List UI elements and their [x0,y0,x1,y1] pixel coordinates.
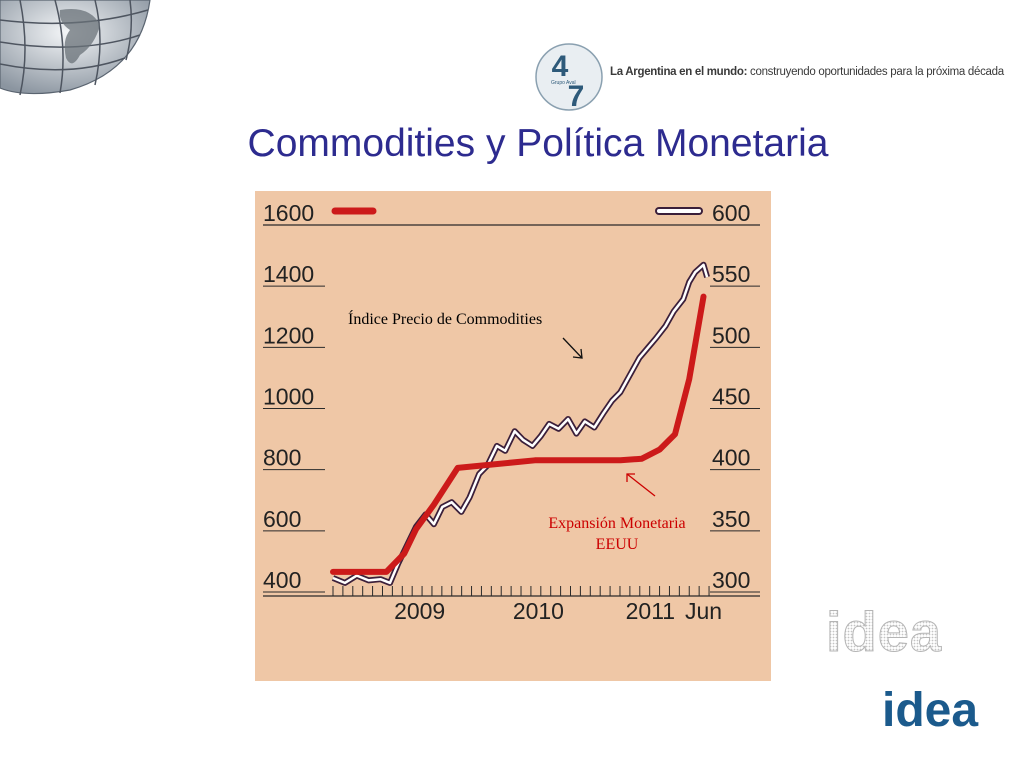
annotation-commodities: Índice Precio de Commodities [348,311,543,328]
logo-number-top: 4 [552,50,569,83]
header-tagline: La Argentina en el mundo: construyendo o… [610,66,1004,78]
x-tick-label: 2011 [626,598,675,624]
left-tick-label: 600 [263,506,301,532]
left-tick-label: 1600 [263,200,314,226]
arrow-commodities-head [572,348,583,359]
logo-caption: Grupo Aval [551,80,576,86]
right-tick-label: 550 [712,261,750,287]
right-tick-label: 300 [712,567,750,593]
arrow-commodities-shaft [562,337,583,359]
idea-outline-text: idea [826,603,942,655]
arrow-monetary-shaft [626,473,656,497]
tagline-rest: construyendo oportunidades para la próxi… [747,66,1004,78]
left-tick-label: 1400 [263,261,314,287]
x-tick-label: 2009 [394,598,445,624]
left-tick-label: 1200 [263,322,314,348]
left-tick-label: 1000 [263,384,314,410]
right-tick-label: 350 [712,506,750,532]
right-tick-label: 500 [712,322,750,348]
right-tick-label: 400 [712,445,750,471]
logo-47: 4 7 Grupo Aval [535,43,603,112]
series-monetary-line [330,293,707,575]
annotation-monetary: Expansión Monetaria EEUU [548,515,686,553]
logo-number-bottom: 7 [568,80,585,112]
left-tick-label: 800 [263,445,301,471]
globe-logo [0,0,151,96]
idea-solid-text: idea [882,686,978,732]
right-tick-label: 450 [712,384,750,410]
idea-logo-solid: idea [882,686,978,732]
right-tick-label: 600 [712,200,750,226]
left-tick-label: 400 [263,567,301,593]
x-tick-label: Jun [685,598,722,624]
chart-panel: 400 600 800 1000 1200 1400 1600 300 350 400 450 500… [255,191,771,681]
arrow-monetary-head [626,473,635,482]
idea-logo-outline: idea [826,603,942,655]
tagline-bold: La Argentina en el mundo: [610,66,748,78]
x-tick-label: 2010 [513,598,564,624]
chart-svg: 400 600 800 1000 1200 1400 1600 300 350 400 450 500… [263,200,760,624]
page-title: Commodities y Política Monetaria [247,122,829,165]
